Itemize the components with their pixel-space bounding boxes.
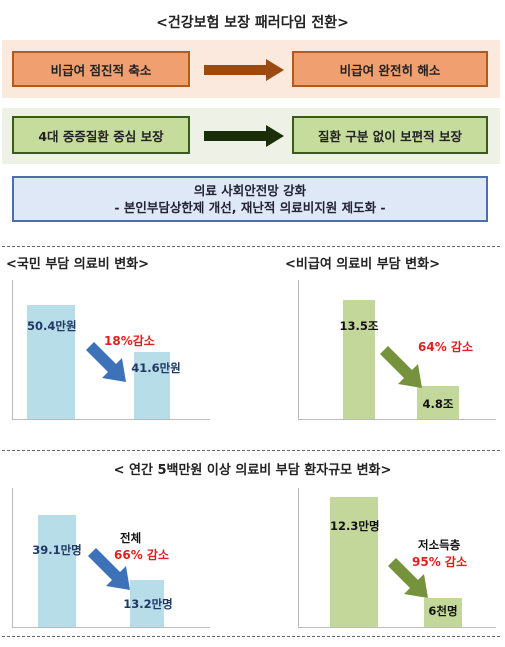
chart-title-national: <국민 부담 의료비 변화> bbox=[6, 257, 150, 272]
right-arrow-icon bbox=[204, 125, 284, 147]
value-label-before: 12.3만명 bbox=[330, 519, 380, 533]
page-title: <건강보험 보장 패러다임 전환> bbox=[156, 15, 349, 31]
value-label-after: 4.8조 bbox=[422, 397, 454, 411]
bar-before bbox=[27, 305, 75, 419]
value-label-after: 13.2만명 bbox=[123, 597, 173, 611]
divider bbox=[2, 246, 500, 247]
chart-panel-patients-low bbox=[298, 488, 496, 628]
bar-before bbox=[330, 497, 378, 627]
down-right-arrow-icon bbox=[388, 558, 428, 598]
right-arrow-icon bbox=[204, 59, 284, 81]
change-label: 66% 감소 bbox=[114, 548, 169, 562]
chart-panel-noncovered bbox=[298, 280, 496, 420]
section-title-patients: < 연간 5백만원 이상 의료비 부담 환자규모 변화> bbox=[113, 463, 392, 478]
change-label: 18%감소 bbox=[104, 334, 155, 348]
bar-before bbox=[343, 300, 375, 419]
bar-after bbox=[130, 580, 164, 627]
safety-net-subtitle: - 본인부담상한제 개선, 재난적 의료비지원 제도화 - bbox=[114, 200, 386, 215]
chart-panel-patients-all bbox=[12, 488, 210, 628]
from-box-coverage: 4대 중증질환 중심 보장 bbox=[12, 116, 190, 154]
bar-before bbox=[38, 515, 76, 627]
down-right-arrow-icon bbox=[86, 342, 126, 382]
bar-after bbox=[424, 598, 462, 627]
bar-after bbox=[134, 352, 170, 419]
down-right-arrow-icon bbox=[380, 346, 422, 388]
value-label-before: 39.1만명 bbox=[32, 543, 82, 557]
chart-title-noncovered: <비급여 의료비 부담 변화> bbox=[285, 257, 440, 272]
to-box-noncovered: 비급여 완전히 해소 bbox=[292, 51, 488, 87]
chart-panel-national bbox=[12, 280, 210, 420]
value-label-before: 50.4만원 bbox=[27, 319, 77, 333]
group-label: 전체 bbox=[120, 531, 142, 545]
divider bbox=[2, 636, 500, 637]
change-label: 95% 감소 bbox=[412, 555, 467, 569]
change-label: 64% 감소 bbox=[418, 340, 473, 354]
safety-net-title: 의료 사회안전망 강화 bbox=[193, 183, 307, 198]
divider bbox=[2, 450, 500, 451]
value-label-before: 13.5조 bbox=[339, 319, 379, 333]
to-box-coverage: 질환 구분 없이 보편적 보장 bbox=[292, 116, 488, 154]
value-label-after: 41.6만원 bbox=[131, 361, 181, 375]
group-label: 저소득층 bbox=[418, 538, 461, 552]
safety-net-box: 의료 사회안전망 강화 - 본인부담상한제 개선, 재난적 의료비지원 제도화 … bbox=[12, 176, 488, 222]
down-right-arrow-icon bbox=[88, 548, 130, 590]
bar-after bbox=[417, 386, 459, 419]
value-label-after: 6천명 bbox=[428, 604, 458, 618]
from-box-noncovered: 비급여 점진적 축소 bbox=[12, 51, 190, 87]
